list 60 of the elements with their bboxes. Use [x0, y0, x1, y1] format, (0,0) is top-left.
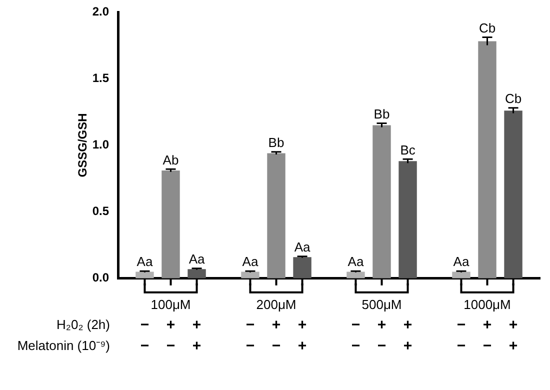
data-label: Bb: [268, 134, 284, 150]
data-label: Aa: [453, 254, 470, 270]
text: +: [298, 338, 307, 355]
bar: [452, 272, 470, 278]
y-tick-label: 0.0: [92, 270, 110, 285]
text: −: [482, 338, 492, 355]
y-tick-label: 2.0: [92, 4, 110, 18]
text: +: [272, 316, 281, 334]
bar: [293, 257, 312, 278]
data-label: Cb: [504, 90, 522, 106]
text: Melatonin (10⁻⁹): [17, 338, 110, 353]
text: +: [166, 316, 176, 334]
bar: [504, 110, 522, 278]
text: −: [456, 338, 466, 355]
y-axis-title: GSSG/GSH: [76, 113, 90, 178]
bar: [346, 272, 365, 278]
bar: [372, 125, 391, 278]
bar: [162, 170, 180, 278]
y-tick-label: 1.0: [92, 138, 110, 152]
text: −: [140, 316, 150, 334]
data-label: Ab: [162, 152, 179, 168]
data-label: Bc: [400, 142, 416, 158]
x-tick-label: 200μM: [256, 296, 296, 312]
y-tick-label: 1.5: [92, 70, 110, 85]
bar: [267, 153, 286, 278]
data-label: Aa: [294, 240, 311, 254]
x-tick-label: 500μM: [362, 296, 402, 312]
text: +: [403, 316, 412, 334]
data-label: Aa: [242, 254, 259, 270]
text: −: [351, 338, 360, 355]
text: +: [508, 338, 518, 355]
bar: [136, 272, 154, 278]
data-label: Cb: [478, 20, 496, 36]
text: +: [192, 316, 202, 334]
text: −: [246, 316, 255, 334]
bar: [398, 161, 417, 278]
x-tick-label: 1000μM: [464, 296, 511, 312]
data-label: Aa: [136, 254, 154, 270]
text: +: [192, 338, 202, 355]
text: +: [298, 316, 307, 334]
data-label: Aa: [348, 254, 364, 270]
text: −: [351, 316, 360, 334]
x-tick-label: 100μM: [150, 296, 191, 312]
text: −: [140, 338, 150, 355]
data-label: Bb: [374, 106, 390, 122]
text: +: [482, 316, 492, 334]
text: −: [456, 316, 466, 334]
data-label: Aa: [188, 251, 206, 266]
text: −: [246, 338, 255, 355]
text: −: [377, 338, 386, 355]
text: −: [272, 338, 281, 355]
text: +: [377, 316, 386, 334]
text: +: [403, 338, 412, 355]
bar: [188, 269, 206, 278]
text: H₂0₂ (2h): [56, 316, 110, 332]
text: +: [508, 316, 518, 334]
y-tick-label: 0.5: [92, 204, 110, 218]
text: −: [166, 338, 176, 355]
bar: [241, 272, 260, 278]
bar: [478, 41, 496, 278]
